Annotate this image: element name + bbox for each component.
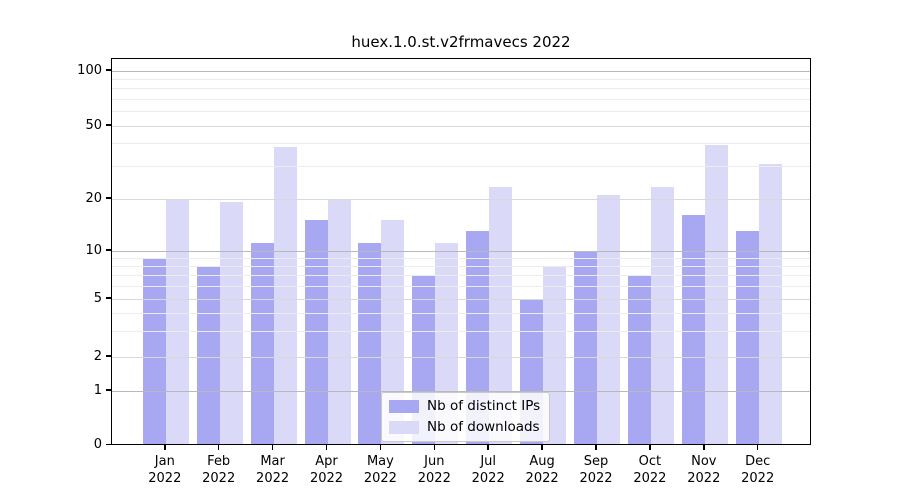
y-tick-mark-0 [106, 443, 111, 446]
bar-downloads-dec [758, 163, 782, 444]
bar-downloads-feb [219, 202, 243, 444]
bar-downloads-jan [165, 198, 189, 444]
gridline-10 [112, 250, 810, 252]
y-tick-label-100: 100 [77, 62, 102, 78]
bar-ips-dec [735, 230, 759, 444]
x-tick-label-jun: Jun 2022 [417, 454, 451, 486]
y-tick-mark-20 [106, 197, 111, 199]
gridline-20 [112, 198, 810, 200]
y-tick-label-1: 1 [93, 382, 102, 398]
legend-swatch-downloads [389, 420, 419, 434]
gridline-30 [112, 166, 810, 168]
y-tick-mark-5 [106, 297, 111, 299]
gridline-50 [112, 125, 810, 127]
gridline-4 [112, 312, 810, 314]
legend-item-distinct-ips: Nb of distinct IPs [389, 398, 540, 414]
bar-ips-feb [196, 265, 220, 444]
bar-ips-jan [142, 257, 166, 444]
gridline-5 [112, 298, 810, 300]
x-tick-mark-aug [541, 445, 543, 450]
y-tick-label-2: 2 [93, 348, 102, 364]
gridline-8 [112, 265, 810, 267]
bar-ips-mar [250, 243, 274, 444]
x-tick-label-jan: Jan 2022 [148, 454, 182, 486]
x-tick-label-nov: Nov 2022 [687, 454, 721, 486]
bar-ips-nov [681, 215, 705, 444]
y-tick-label-20: 20 [85, 190, 102, 206]
legend-item-downloads: Nb of downloads [389, 419, 540, 435]
gridline-70 [112, 98, 810, 100]
bar-downloads-apr [327, 198, 351, 444]
x-tick-label-jul: Jul 2022 [471, 454, 505, 486]
x-tick-label-may: May 2022 [363, 454, 397, 486]
bar-downloads-sep [597, 194, 620, 444]
y-tick-mark-100 [106, 69, 111, 71]
y-tick-mark-10 [106, 249, 111, 251]
y-tick-label-0: 0 [93, 437, 102, 452]
x-tick-label-feb: Feb 2022 [202, 454, 236, 486]
y-tick-mark-2 [106, 355, 111, 357]
x-tick-label-oct: Oct 2022 [633, 454, 667, 486]
gridline-90 [112, 78, 810, 80]
x-tick-mark-jun [433, 445, 436, 450]
x-tick-mark-jul [487, 445, 489, 450]
gridline-1 [112, 390, 810, 392]
x-tick-mark-feb [217, 445, 220, 450]
x-tick-label-dec: Dec 2022 [741, 454, 775, 486]
gridline-40 [112, 143, 810, 145]
gridline-2 [112, 356, 810, 358]
legend-swatch-distinct-ips [389, 399, 419, 413]
bar-ips-oct [627, 275, 651, 444]
x-tick-label-mar: Mar 2022 [256, 454, 290, 486]
bar-downloads-oct [650, 187, 674, 444]
gridline-9 [112, 257, 810, 259]
legend: Nb of distinct IPs Nb of downloads [381, 392, 551, 442]
bar-ips-may [358, 243, 382, 444]
y-tick-label-50: 50 [85, 117, 102, 133]
x-tick-label-apr: Apr 2022 [309, 454, 344, 486]
bar-ips-apr [304, 220, 328, 444]
x-tick-mark-may [379, 445, 382, 450]
legend-label-distinct-ips: Nb of distinct IPs [427, 398, 541, 414]
legend-label-downloads: Nb of downloads [427, 419, 540, 435]
gridline-6 [112, 285, 810, 287]
x-tick-mark-dec [756, 445, 759, 450]
x-tick-label-sep: Sep 2022 [579, 454, 613, 486]
gridline-60 [112, 111, 810, 113]
x-tick-label-aug: Aug 2022 [525, 454, 559, 486]
bar-downloads-nov [704, 145, 728, 444]
bar-ips-sep [574, 250, 597, 444]
gridline-80 [112, 88, 810, 90]
gridline-3 [112, 330, 810, 332]
plot-area: Nb of distinct IPs Nb of downloads [111, 58, 811, 445]
y-tick-label-10: 10 [85, 242, 102, 258]
y-tick-label-5: 5 [93, 290, 102, 306]
gridline-100 [112, 70, 810, 72]
bar-downloads-mar [273, 147, 297, 444]
y-tick-mark-50 [106, 124, 111, 126]
x-tick-mark-oct [649, 445, 651, 450]
gridline-7 [112, 275, 810, 277]
bar-downloads-jul [489, 187, 513, 444]
x-tick-mark-jan [164, 445, 166, 450]
y-tick-mark-1 [106, 389, 111, 391]
chart-title: huex.1.0.st.v2frmavecs 2022 [351, 33, 571, 51]
x-tick-mark-nov [703, 445, 705, 450]
x-tick-mark-sep [595, 445, 597, 450]
x-tick-mark-mar [271, 445, 274, 450]
x-tick-mark-apr [325, 445, 328, 450]
